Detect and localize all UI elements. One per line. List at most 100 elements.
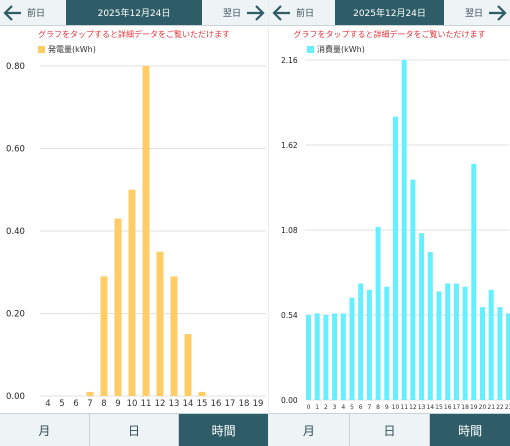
next-day-button[interactable]: 翌日: [202, 0, 268, 25]
bar: [156, 251, 164, 396]
tab-hour[interactable]: 時間: [430, 414, 510, 446]
legend-label: 消費量(kWh): [317, 45, 365, 54]
x-tick-label: 5: [59, 399, 64, 409]
x-tick-label: 12: [155, 399, 166, 409]
prev-day-button[interactable]: 前日: [269, 0, 335, 25]
bar: [114, 218, 122, 396]
next-day-label: 翌日: [464, 9, 483, 19]
x-tick-label: 7: [367, 404, 371, 411]
tab-day[interactable]: 日: [89, 414, 180, 446]
bar: [375, 226, 381, 400]
bar: [410, 179, 416, 400]
x-tick-label: 17: [225, 399, 236, 409]
bar: [323, 315, 329, 400]
bar: [497, 307, 503, 400]
chart-tap-notice: グラフをタップすると詳細データをご覧いただけます: [293, 30, 486, 39]
consumption-bar-chart[interactable]: 0.000.541.081.622.160 1 2 3 4 5 6 7 8 9 10 11 12 13 14…: [269, 0, 510, 446]
bar: [480, 307, 485, 400]
y-tick-label: 2.16: [281, 56, 298, 65]
bar: [314, 313, 320, 400]
x-tick-label: 3: [333, 404, 337, 411]
bar: [471, 163, 477, 400]
x-tick-label: 10: [392, 404, 400, 411]
tab-month[interactable]: 月: [0, 414, 90, 446]
prev-day-label: 前日: [27, 9, 46, 19]
bar: [349, 297, 355, 400]
x-tick-label: 18: [239, 399, 250, 409]
y-tick-label: 0.80: [6, 62, 25, 72]
x-tick-label: 1: [315, 404, 319, 411]
x-tick-label: 17: [453, 404, 461, 411]
bar: [100, 276, 108, 396]
y-tick-label: 0.54: [281, 311, 298, 320]
bar: [332, 313, 338, 400]
period-tab-bar: 月 日 時間: [0, 413, 268, 446]
x-tick-label: 21: [487, 404, 495, 411]
bar: [128, 189, 136, 396]
next-day-label: 翌日: [222, 9, 241, 19]
legend-swatch: [38, 46, 45, 53]
y-tick-label: 0.00: [6, 392, 25, 402]
bar: [436, 291, 442, 400]
x-tick-label: 5: [350, 404, 354, 411]
bar: [384, 286, 390, 400]
x-tick-label: 12: [409, 404, 417, 411]
y-tick-label: 1.08: [281, 226, 298, 235]
bar: [86, 391, 94, 396]
bar: [358, 283, 364, 400]
x-tick-label: 22: [496, 404, 504, 411]
prev-day-button[interactable]: 前日: [0, 0, 66, 25]
bar: [427, 252, 433, 400]
x-tick-label: 4: [341, 404, 345, 411]
bar: [506, 313, 510, 400]
x-tick-label: 23: [505, 404, 510, 411]
tab-day[interactable]: 日: [349, 414, 431, 446]
bar: [142, 66, 150, 396]
arrow-left-icon: [272, 4, 290, 21]
generation-screen: 前日 2025年12月24日 翌日 グラフをタップすると詳細データをご覧いただけ…: [0, 0, 268, 446]
x-tick-label: 18: [461, 404, 469, 411]
x-tick-label: 16: [444, 404, 452, 411]
chart-tap-notice: グラフをタップすると詳細データをご覧いただけます: [38, 30, 230, 39]
x-tick-label: 11: [141, 399, 152, 409]
bar: [488, 289, 494, 400]
bar: [198, 391, 206, 396]
x-tick-label: 13: [418, 404, 426, 411]
x-tick-label: 0: [307, 404, 311, 411]
generation-bar-chart[interactable]: 0.00 0.20 0.40 0.60 0.80 4 5 6 7 8 9 10 11 12 13 14 15 16…: [0, 0, 268, 446]
x-tick-label: 14: [426, 404, 434, 411]
legend-swatch: [307, 46, 314, 53]
y-tick-label: 0.00: [281, 396, 298, 405]
x-tick-label: 10: [127, 399, 138, 409]
x-tick-label: 20: [479, 404, 487, 411]
bar: [453, 283, 459, 400]
x-tick-label: 11: [400, 404, 408, 411]
bar: [366, 289, 372, 400]
x-tick-label: 2: [324, 404, 328, 411]
x-tick-label: 7: [87, 399, 92, 409]
date-nav-bar: 前日 2025年12月24日 翌日: [269, 0, 510, 26]
y-tick-label: 0.20: [6, 310, 25, 320]
next-day-button[interactable]: 翌日: [444, 0, 510, 25]
x-tick-label: 9: [115, 399, 120, 409]
x-tick-label: 16: [211, 399, 222, 409]
x-tick-label: 19: [253, 399, 264, 409]
x-tick-label: 6: [73, 399, 78, 409]
x-tick-label: 9: [385, 404, 389, 411]
x-tick-label: 19: [470, 404, 478, 411]
x-tick-label: 13: [169, 399, 180, 409]
arrow-right-icon: [247, 4, 265, 21]
chart-legend: 消費量(kWh): [307, 44, 365, 55]
tab-hour[interactable]: 時間: [179, 414, 268, 446]
legend-label: 発電量(kWh): [48, 45, 96, 54]
x-tick-label: 8: [101, 399, 106, 409]
bar: [462, 286, 468, 400]
date-nav-bar: 前日 2025年12月24日 翌日: [0, 0, 268, 26]
bar: [445, 283, 451, 400]
tab-month[interactable]: 月: [269, 414, 350, 446]
arrow-right-icon: [489, 4, 507, 21]
x-tick-label: 4: [45, 399, 50, 409]
x-tick-label: 15: [197, 399, 208, 409]
x-tick-label: 15: [435, 404, 443, 411]
x-tick-label: 6: [359, 404, 363, 411]
